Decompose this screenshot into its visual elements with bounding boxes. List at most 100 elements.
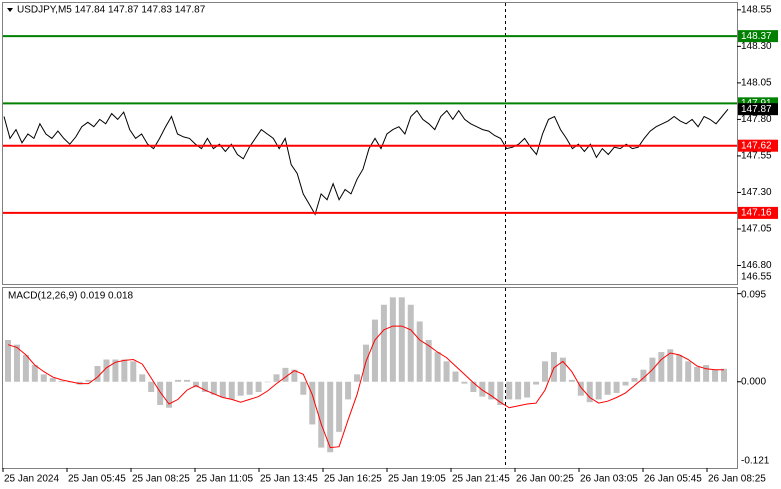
macd-bar	[210, 381, 217, 395]
x-tick-label: 26 Jan 05:45	[644, 474, 702, 485]
macd-bar	[721, 368, 727, 382]
macd-bar	[228, 381, 235, 400]
macd-bar	[58, 380, 65, 382]
macd-bar	[461, 381, 468, 384]
y-tick-label: 147.55	[741, 151, 772, 162]
macd-bar	[712, 369, 719, 382]
macd-bar	[685, 361, 692, 382]
x-tick-label: 25 Jan 08:25	[132, 474, 190, 485]
macd-bar	[175, 379, 182, 382]
macd-bar	[416, 321, 423, 382]
macd-bar	[112, 359, 119, 382]
macd-bar	[604, 381, 611, 395]
macd-bar	[148, 381, 155, 392]
macd-bar	[425, 340, 432, 382]
x-tick-label: 25 Jan 13:45	[260, 474, 318, 485]
chart-title: USDJPY,M5 147.84 147.87 147.83 147.87	[17, 5, 206, 16]
last-price-bg	[738, 103, 778, 116]
macd-bar	[550, 352, 557, 382]
y-tick-label: 148.30	[741, 41, 772, 52]
macd-bar	[130, 361, 137, 382]
macd-bar	[559, 357, 566, 382]
level-label: 147.62	[741, 140, 772, 151]
macd-bar	[622, 381, 629, 386]
macd-bar	[327, 381, 334, 453]
macd-bar	[282, 367, 289, 382]
macd-bar	[291, 369, 298, 382]
macd-bar	[49, 378, 56, 382]
x-tick-label: 26 Jan 08:25	[708, 474, 766, 485]
macd-bar	[595, 381, 602, 400]
level-label-bg	[738, 139, 778, 152]
x-tick-label: 25 Jan 19:05	[388, 474, 446, 485]
level-label: 148.37	[741, 31, 772, 42]
level-label: 147.16	[741, 208, 772, 219]
macd-bar	[336, 381, 343, 432]
macd-bar	[586, 381, 593, 403]
macd-bar	[631, 378, 638, 382]
macd-bar	[640, 369, 647, 382]
indicator-title: MACD(12,26,9) 0.019 0.018	[8, 291, 134, 302]
x-tick-label: 26 Jan 03:05	[580, 474, 638, 485]
macd-bar	[577, 381, 584, 396]
macd-pane	[2, 287, 738, 469]
macd-bar	[398, 297, 405, 382]
macd-bar	[407, 304, 414, 382]
y-tick-label: 0.095	[741, 290, 766, 301]
macd-bar	[40, 374, 47, 382]
macd-bar	[470, 381, 477, 392]
macd-bar	[219, 381, 226, 398]
macd-bar	[389, 297, 396, 382]
price-line	[3, 108, 729, 216]
macd-bar	[121, 359, 128, 382]
level-label-bg	[738, 30, 778, 43]
macd-bar	[5, 340, 11, 382]
macd-bar	[452, 371, 459, 382]
y-tick-label: 146.80	[741, 260, 772, 271]
macd-bar	[533, 381, 540, 385]
macd-bar	[613, 381, 620, 393]
macd-bar	[201, 381, 208, 392]
signal-line	[7, 325, 724, 449]
y-tick-label: 148.05	[741, 78, 772, 89]
x-tick-label: 25 Jan 2024	[4, 474, 59, 485]
x-tick-label: 25 Jan 21:45	[452, 474, 510, 485]
macd-bar	[667, 349, 674, 382]
macd-bar	[85, 379, 92, 382]
macd-bar	[255, 381, 262, 392]
macd-bar	[157, 381, 164, 405]
level-label-bg	[738, 206, 778, 219]
macd-bar	[103, 359, 110, 382]
macd-bar	[676, 354, 683, 382]
menu-arrow[interactable]	[7, 8, 13, 12]
macd-bar	[264, 381, 271, 383]
y-tick-label: 0.000	[741, 376, 766, 387]
x-tick-label: 25 Jan 16:25	[324, 474, 382, 485]
macd-bar	[237, 381, 244, 396]
y-tick-label: 146.55	[741, 272, 772, 283]
x-tick-label: 26 Jan 00:25	[516, 474, 574, 485]
macd-bar	[94, 365, 101, 382]
macd-bar	[488, 381, 495, 400]
macd-bar	[380, 304, 387, 382]
macd-bar	[694, 366, 701, 382]
macd-bar	[371, 319, 378, 382]
macd-bar	[184, 379, 190, 382]
macd-bar	[300, 381, 307, 395]
y-tick-label: 147.05	[741, 224, 772, 235]
price-pane	[2, 2, 738, 285]
macd-bar	[497, 381, 504, 405]
macd-bar	[506, 381, 513, 400]
macd-bar	[192, 381, 199, 388]
y-tick-label: 148.55	[741, 5, 772, 16]
macd-bar	[354, 374, 361, 382]
y-tick-label: -0.121	[741, 456, 770, 467]
macd-bar	[542, 361, 548, 382]
y-tick-label: 147.30	[741, 187, 772, 198]
macd-bar	[13, 344, 20, 382]
macd-bar	[515, 381, 522, 400]
macd-bar	[443, 361, 450, 382]
macd-bar	[524, 381, 531, 398]
